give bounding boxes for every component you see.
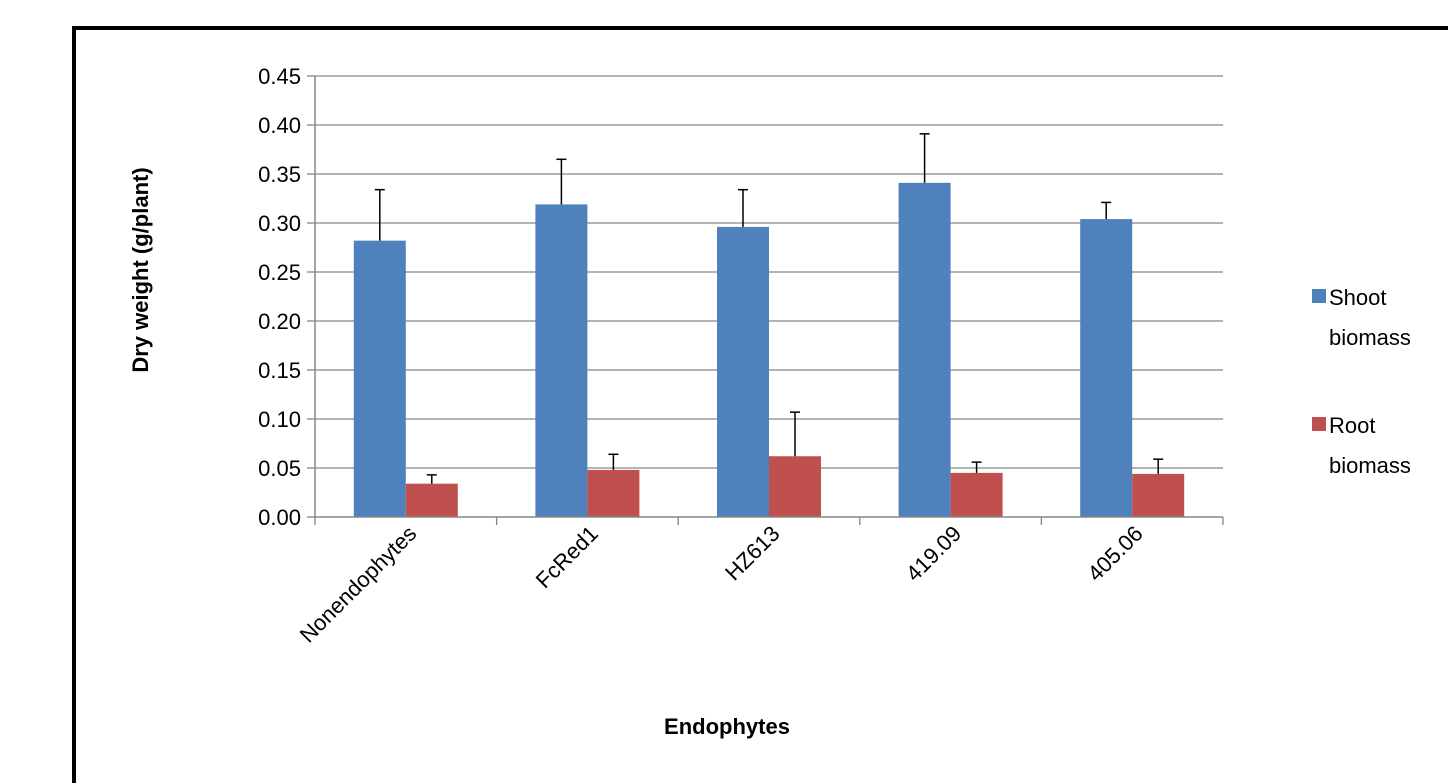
y-tick-label: 0.45	[258, 64, 301, 89]
y-tick-label: 0.35	[258, 162, 301, 187]
axes	[307, 75, 1224, 525]
bars	[353, 182, 1185, 518]
bar-root-2	[769, 456, 821, 517]
bar-shoot-1	[535, 204, 588, 517]
y-tick-label: 0.15	[258, 358, 301, 383]
y-tick-label: 0.20	[258, 309, 301, 334]
y-axis-title: Dry weight (g/plant)	[128, 167, 153, 372]
y-tick-label: 0.40	[258, 113, 301, 138]
legend-label-root: Root biomass	[1329, 413, 1411, 478]
legend-swatch-shoot	[1312, 289, 1326, 303]
bar-root-1	[587, 469, 640, 517]
y-tick-label: 0.30	[258, 211, 301, 236]
legend: Shoot biomass Root biomass	[1312, 285, 1411, 478]
error-bars	[374, 133, 1164, 484]
bar-root-4	[1132, 473, 1185, 517]
bar-shoot-3	[898, 182, 951, 517]
y-tick-labels: 0.00 0.05 0.10 0.15 0.20 0.25 0.30 0.35 0.40 0.45	[258, 64, 301, 530]
y-tick-label: 0.05	[258, 456, 301, 481]
legend-swatch-root	[1312, 417, 1326, 431]
bar-root-3	[950, 472, 1003, 517]
bar-shoot-0	[353, 240, 406, 517]
bar-shoot-2	[717, 226, 769, 518]
bar-root-0	[405, 483, 458, 517]
legend-label-shoot: Shoot biomass	[1329, 285, 1411, 350]
x-axis-title: Endophytes	[664, 714, 790, 739]
bar-shoot-4	[1080, 219, 1133, 517]
y-tick-label: 0.25	[258, 260, 301, 285]
y-tick-label: 0.10	[258, 407, 301, 432]
y-tick-label: 0.00	[258, 505, 301, 530]
